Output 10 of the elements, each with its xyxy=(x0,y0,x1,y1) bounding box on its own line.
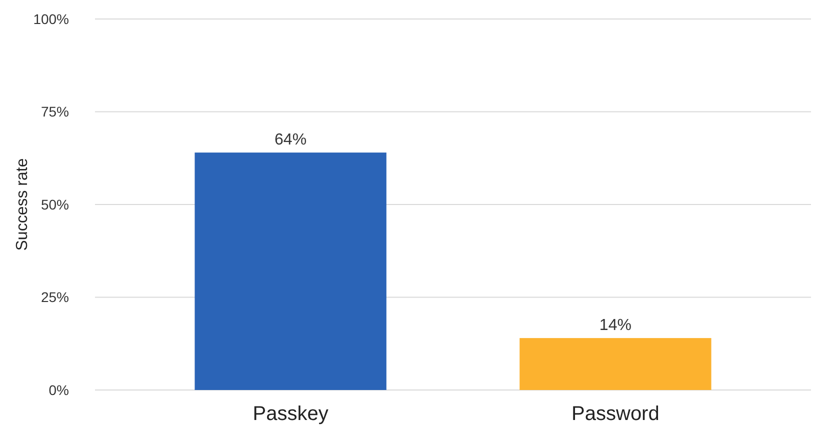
x-tick-label: Passkey xyxy=(252,403,328,425)
y-tick-label: 25% xyxy=(40,289,69,306)
y-tick-label: 50% xyxy=(40,196,69,212)
y-axis-title: Success rate xyxy=(14,158,31,251)
data-label: 64% xyxy=(274,132,307,149)
x-tick-label: Password xyxy=(572,403,660,425)
y-tick-label: 100% xyxy=(33,10,69,27)
y-tick-label: 75% xyxy=(40,104,69,120)
data-label: 14% xyxy=(599,317,632,334)
y-tick-label: 0% xyxy=(48,382,69,398)
